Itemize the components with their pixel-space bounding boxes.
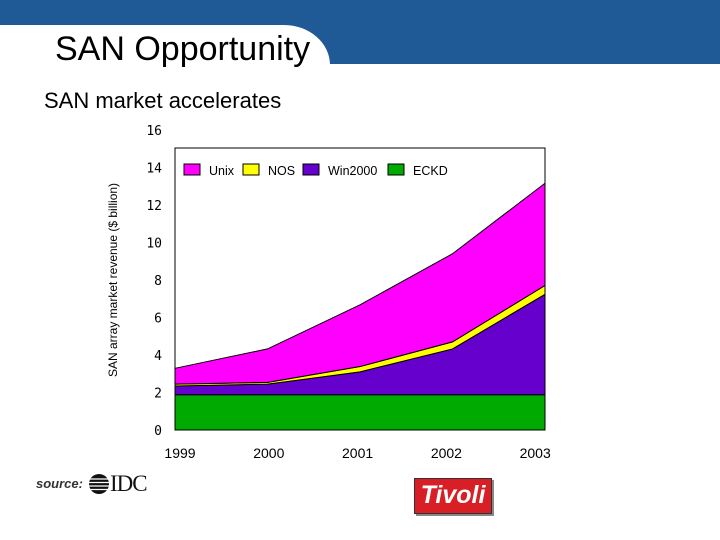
x-tick-label: 2001 [342,445,373,461]
y-tick-label: 16 [146,124,162,139]
plot-border-rect [174,147,546,431]
y-tick-label: 4 [154,349,162,364]
area-eckd [174,394,546,431]
x-tick-label: 2000 [253,445,284,461]
x-tick-label: 2003 [520,445,551,461]
tivoli-logo: Tivoli [414,478,492,514]
plot-border [174,147,546,431]
legend-label-nos: NOS [268,164,295,178]
idc-logo-text: IDC [110,471,148,496]
y-tick-label: 0 [154,424,162,439]
source-label: source: [36,476,83,491]
y-axis-ticks: 0 2 4 6 8 10 12 14 16 [146,124,162,439]
title-tab [0,25,330,71]
legend-swatch-eckd [387,163,405,176]
legend: Unix NOS Win2000 ECKD [183,163,448,178]
x-axis-ticks: 1999 2000 2001 2002 2003 [164,445,551,461]
y-tick-label: 6 [154,312,162,327]
x-tick-label: 2002 [431,445,462,461]
slide-title: SAN Opportunity [55,30,311,68]
legend-swatch-unix [183,163,201,176]
y-axis-label: SAN array market revenue ($ billion) [106,183,120,377]
y-tick-label: 10 [146,237,162,252]
y-tick-label: 2 [154,387,162,402]
y-tick-label: 8 [154,274,162,289]
legend-swatch-win2000 [302,163,320,176]
y-tick-label: 12 [146,199,162,214]
legend-label-eckd: ECKD [413,164,448,178]
globe-icon [88,474,110,494]
legend-swatch-nos [242,163,260,176]
x-tick-label: 1999 [164,445,195,461]
y-tick-label: 14 [146,162,162,177]
idc-logo: IDC [88,472,158,496]
legend-label-unix: Unix [209,164,235,178]
legend-label-win2000: Win2000 [328,164,377,178]
slide-subtitle: SAN market accelerates [44,88,282,113]
